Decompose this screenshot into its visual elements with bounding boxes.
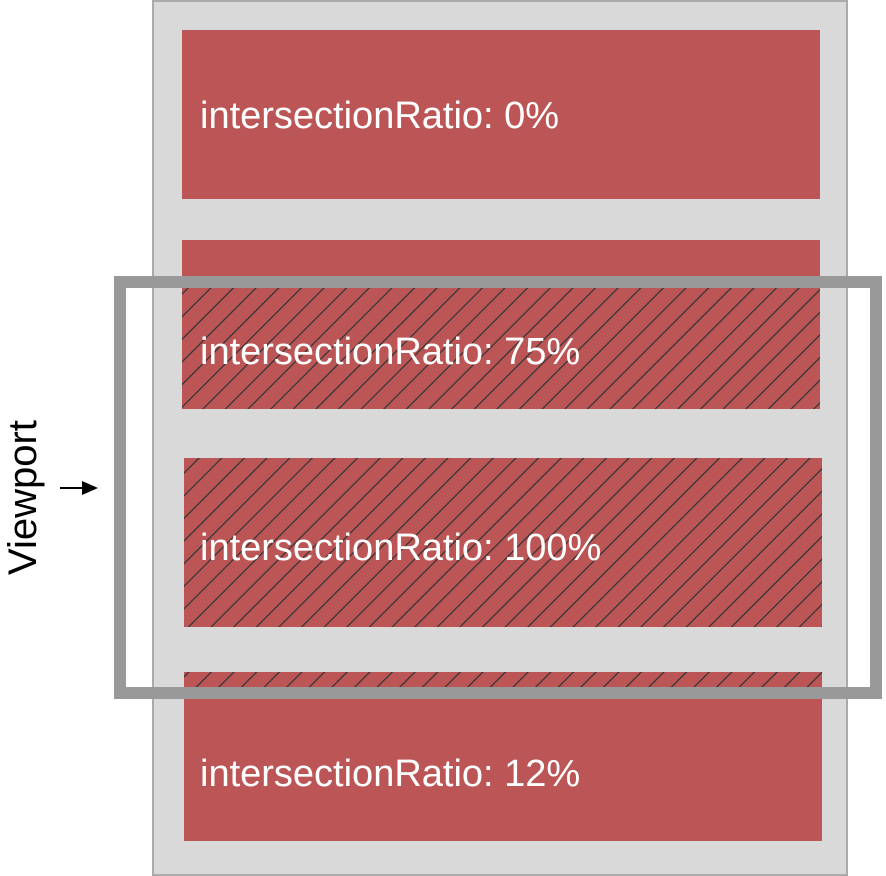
box-label: intersectionRatio: 75% [200,331,580,373]
intersection-hatch [182,282,820,409]
box-2: intersectionRatio: 75% [182,240,820,409]
arrow-right-icon [60,481,98,495]
intersection-hatch [184,458,822,627]
box-label: intersectionRatio: 12% [200,753,580,795]
box-3: intersectionRatio: 100% [184,458,822,627]
box-label: intersectionRatio: 0% [200,95,559,137]
viewport-label: Viewport [1,420,45,575]
viewport-frame [114,276,882,699]
box-label: intersectionRatio: 100% [200,527,601,569]
box-1: intersectionRatio: 0% [182,30,820,199]
box-4: intersectionRatio: 12% [184,672,822,841]
